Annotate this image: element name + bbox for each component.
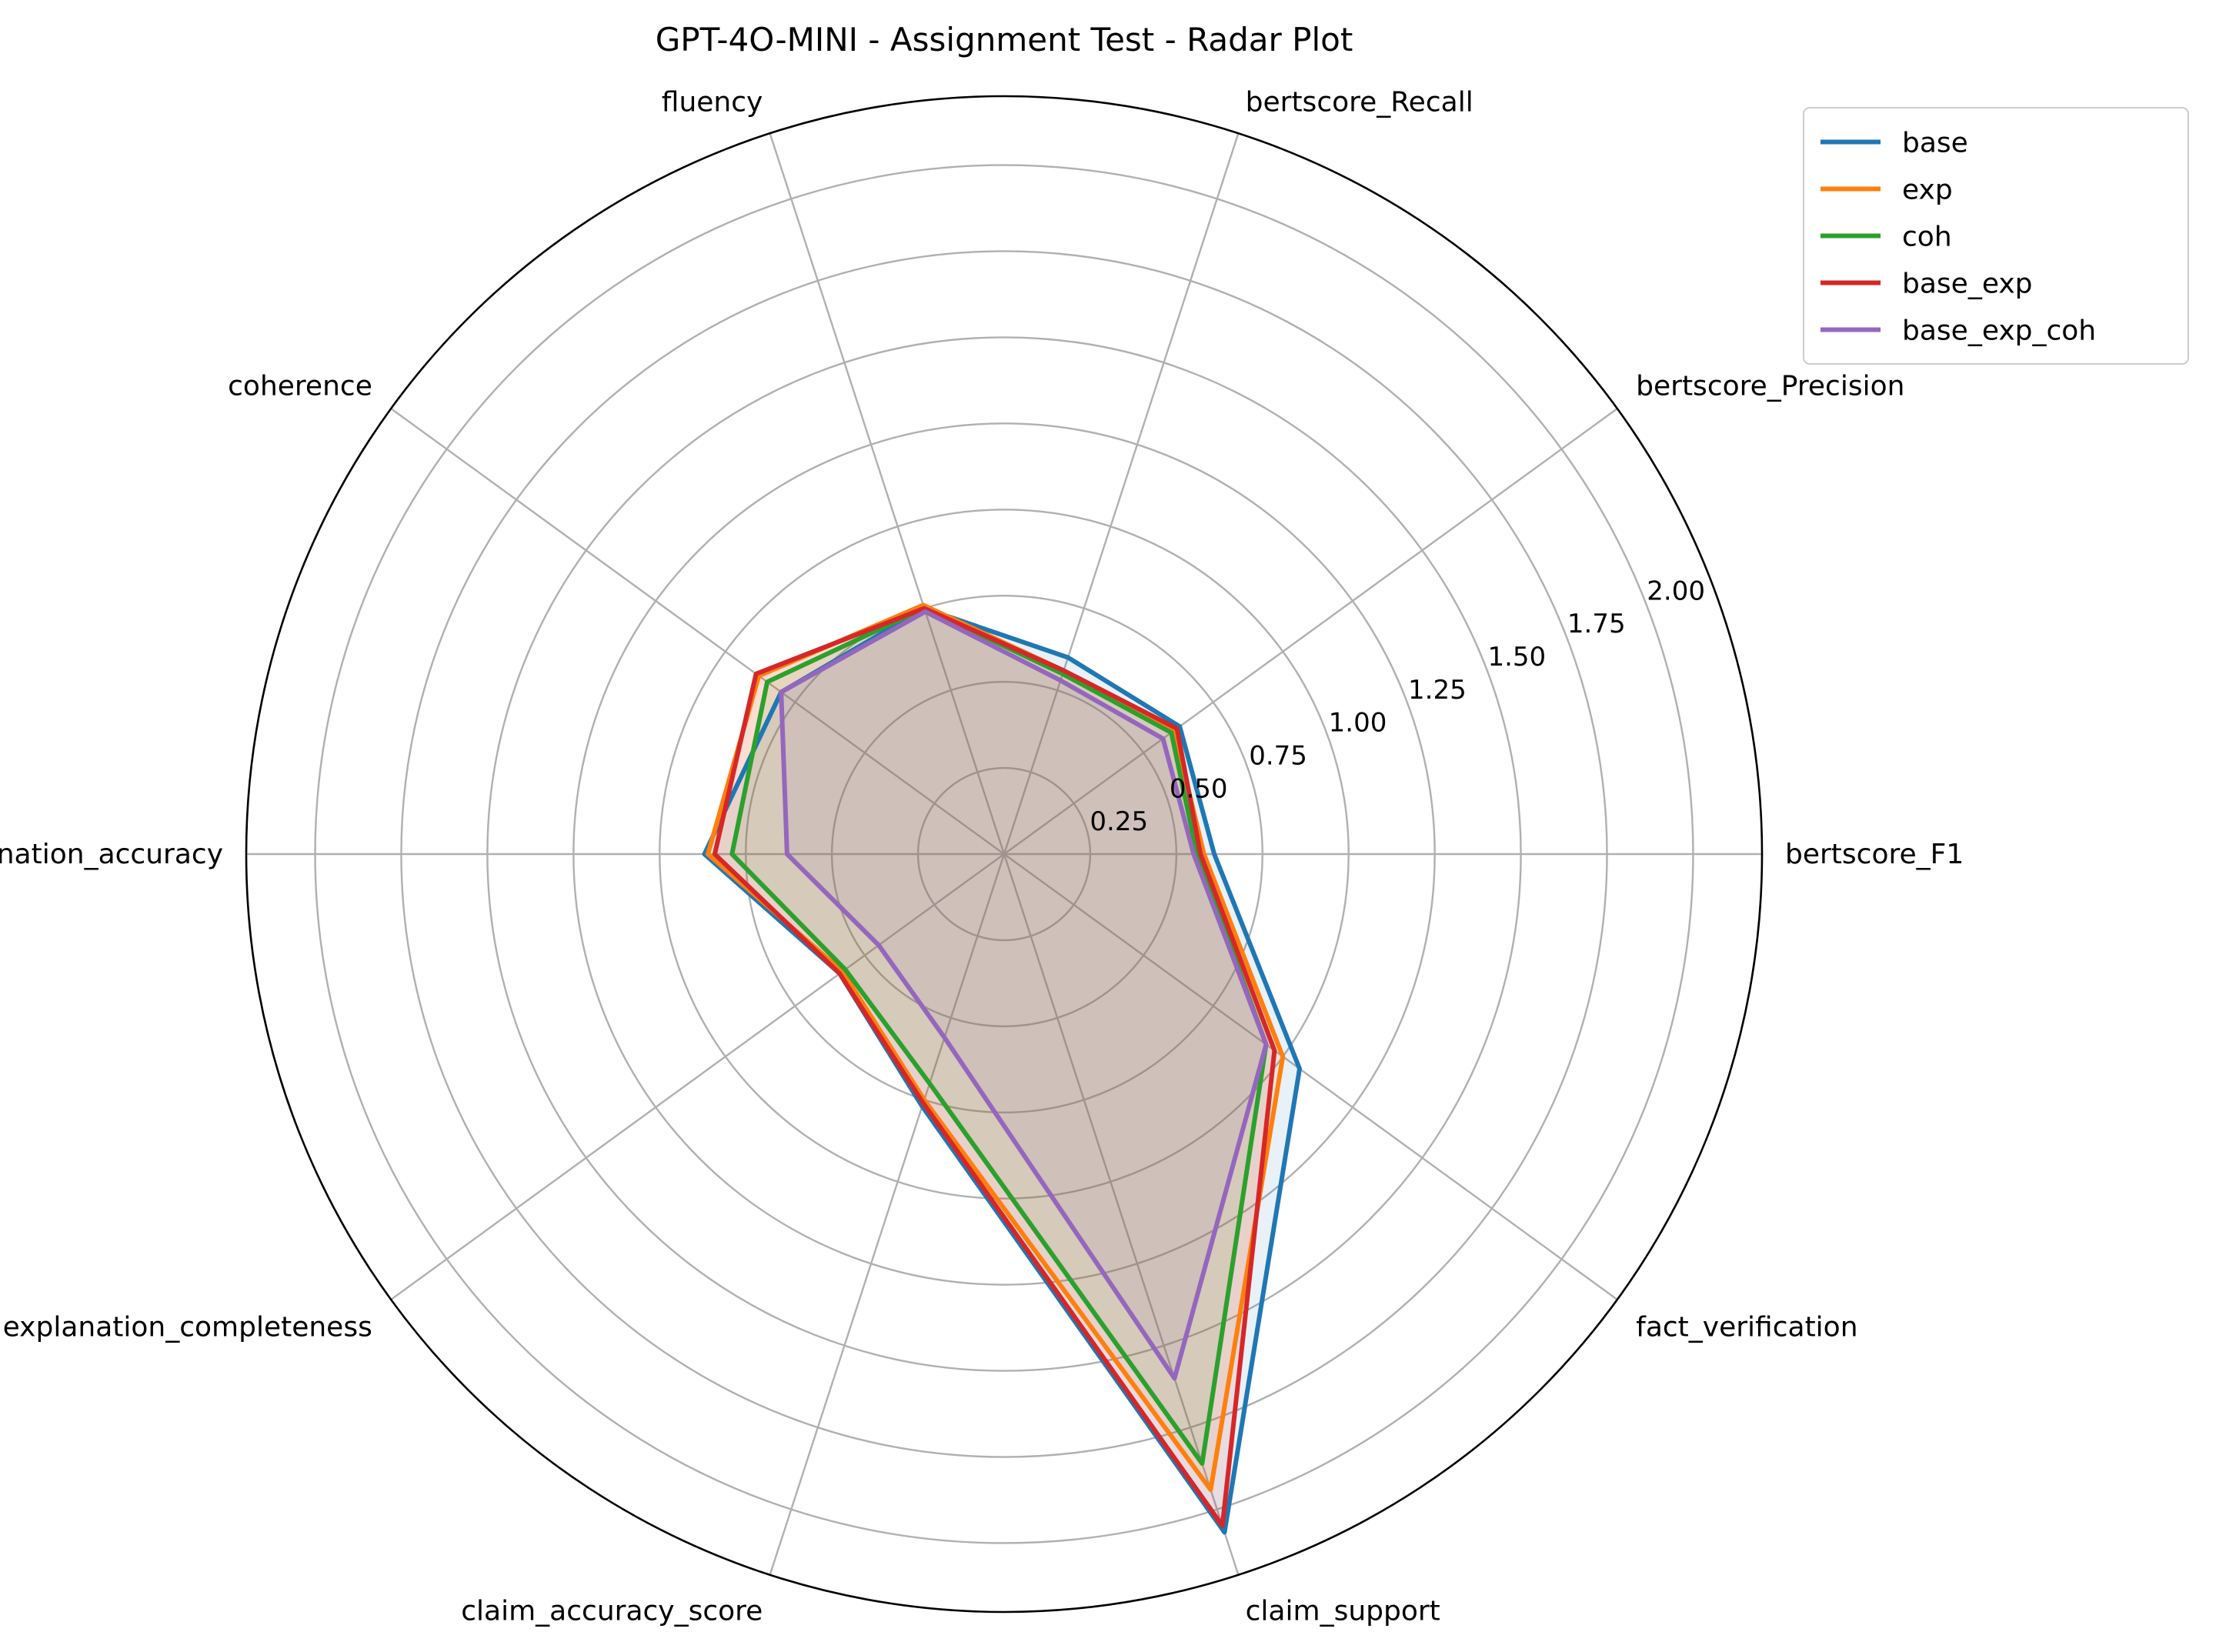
r-tick-label-3: 1.00 bbox=[1329, 708, 1387, 739]
legend: base exp coh base_exp base_exp_coh bbox=[1803, 107, 2189, 365]
r-tick-label-7: 2.00 bbox=[1647, 576, 1705, 606]
legend-label-exp: exp bbox=[1902, 175, 1953, 206]
spoke-fluency bbox=[769, 132, 1006, 855]
chart-title: GPT-4O-MINI - Assignment Test - Radar Pl… bbox=[656, 21, 1353, 58]
spoke-explanation_completeness bbox=[390, 853, 1005, 1300]
spoke-claim_accuracy_score bbox=[769, 853, 1006, 1576]
legend-label-base_exp_coh: base_exp_coh bbox=[1902, 315, 2096, 347]
series-fill-exp bbox=[708, 605, 1283, 1490]
series-line-coh bbox=[729, 606, 1269, 1466]
series-line-base_exp bbox=[712, 606, 1277, 1528]
series-line-base bbox=[702, 606, 1302, 1535]
legend-frame bbox=[1803, 107, 2189, 365]
axis-label-explanation_completeness: explanation_completeness bbox=[3, 1312, 372, 1343]
series-fill-coh bbox=[732, 608, 1267, 1463]
spoke-bertscore_Recall bbox=[1003, 132, 1240, 855]
axis-label-claim_accuracy_score: claim_accuracy_score bbox=[461, 1595, 763, 1627]
legend-label-base_exp: base_exp bbox=[1902, 269, 2033, 300]
legend-label-coh: coh bbox=[1902, 222, 1952, 253]
axis-label-fluency: fluency bbox=[662, 87, 763, 118]
r-tick-label-6: 1.75 bbox=[1567, 609, 1626, 639]
radar-grid bbox=[245, 95, 1764, 1614]
axis-label-claim_support: claim_support bbox=[1246, 1595, 1440, 1627]
spoke-fact_verification bbox=[1003, 853, 1618, 1300]
outer-frame bbox=[245, 95, 1764, 1614]
radial-tick-labels: 0.25 0.50 0.75 1.00 1.25 1.50 1.75 2.00 bbox=[1090, 576, 1705, 837]
r-tick-label-1: 0.50 bbox=[1170, 773, 1228, 804]
axis-labels: bertscore_F1 bertscore_Precision bertscore… bbox=[0, 87, 1964, 1627]
series-fill-base_exp bbox=[714, 608, 1275, 1526]
spoke-bertscore_Precision bbox=[1003, 408, 1618, 855]
axis-label-bertscore_Precision: bertscore_Precision bbox=[1636, 370, 1904, 402]
legend-label-base: base bbox=[1902, 128, 1968, 159]
series-fill-base_exp_coh bbox=[781, 611, 1267, 1379]
r-tick-label-0: 0.25 bbox=[1090, 806, 1148, 837]
r-tick-label-4: 1.25 bbox=[1408, 675, 1467, 706]
r-tick-label-2: 0.75 bbox=[1249, 740, 1307, 771]
axis-label-explanation_accuracy: explanation_accuracy bbox=[0, 839, 223, 870]
axis-label-fact_verification: fact_verification bbox=[1636, 1312, 1857, 1343]
series-line-base_exp_coh bbox=[779, 609, 1269, 1381]
axis-label-bertscore_Recall: bertscore_Recall bbox=[1246, 87, 1473, 118]
r-tick-label-5: 1.50 bbox=[1487, 642, 1546, 672]
spoke-claim_support bbox=[1003, 853, 1240, 1576]
radar-series bbox=[702, 602, 1302, 1535]
axis-label-bertscore_F1: bertscore_F1 bbox=[1785, 839, 1964, 870]
series-fill-base bbox=[704, 608, 1300, 1533]
axis-label-coherence: coherence bbox=[228, 370, 372, 402]
spoke-coherence bbox=[390, 408, 1005, 855]
